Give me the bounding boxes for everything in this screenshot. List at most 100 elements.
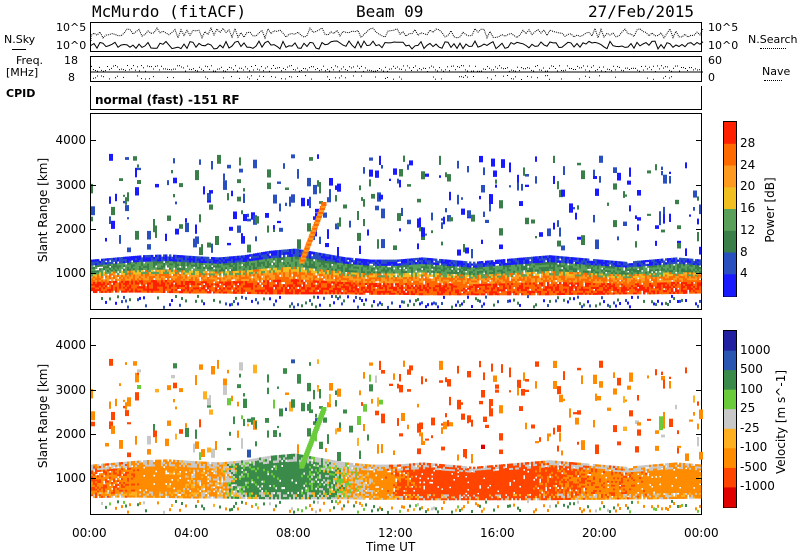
power-cell [321,257,324,261]
power-cell [165,269,168,272]
power-cell [523,288,526,292]
power-cell [347,267,350,271]
power-cell [451,271,454,274]
power-cell [225,258,228,262]
power-cell [419,290,422,294]
power-cell [127,286,130,289]
power-cell [151,269,154,272]
power-cell [131,288,134,291]
power-cell [225,279,228,282]
power-cell [543,286,546,289]
nave-dot [207,66,208,68]
power-cell [425,173,429,177]
power-cell [547,257,550,261]
power-cell [563,262,566,266]
power-cell [531,275,534,279]
power-cell [135,274,138,277]
power-cell [143,277,146,281]
power-cell [329,285,332,288]
power-cell [235,260,238,263]
power-cell [177,273,180,277]
power-cell [261,252,264,255]
power-cell [495,292,498,296]
power-cell [147,244,151,250]
power-cell [179,261,182,264]
power-cell [111,259,114,263]
power-cell [199,266,202,269]
power-cell [409,282,412,285]
power-cell [277,267,280,270]
power-cell [421,272,424,275]
power-cell [195,262,198,265]
power-cell [133,274,136,277]
power-cell [465,285,468,288]
power-cell [401,290,404,293]
power-cell [395,271,398,274]
power-cell [515,292,518,296]
power-cell [155,282,158,285]
power-cell [275,274,278,278]
power-cell [333,285,336,288]
power-cell [129,290,132,293]
power-cell [101,273,104,276]
power-cell [447,277,450,280]
power-cell [565,284,568,287]
power-cell [503,286,506,290]
power-cell [483,268,486,271]
power-cell [399,273,402,276]
power-cell [529,269,532,272]
power-cell [467,268,470,272]
power-cell [363,292,366,295]
power-cell [427,303,429,307]
power-cell [383,267,386,270]
power-cell [247,258,250,262]
power-cell [319,262,322,265]
power-cell [355,260,358,263]
power-cell [449,259,452,263]
power-cell [429,278,432,281]
power-cell [565,277,568,281]
nave-dot [137,75,138,77]
power-cell [141,275,144,279]
power-cell [239,280,242,284]
power-cell [477,289,480,292]
nave-dot [305,75,306,77]
power-cell [303,269,306,273]
power-cell [529,263,532,266]
power-cell [145,263,148,266]
power-cell [311,302,313,306]
power-cell [567,269,570,272]
power-cell [345,281,348,285]
power-cell [249,265,252,268]
power-cell [115,257,118,260]
power-cell [521,292,524,296]
power-cell [93,259,96,262]
power-cell [145,288,148,291]
power-cell [477,283,480,286]
power-cell [325,276,328,279]
power-cell [433,274,436,277]
power-cell [549,299,551,303]
power-cell [509,280,512,284]
power-cell [111,288,114,291]
power-cell [567,271,570,274]
power-cell [409,160,413,166]
power-cell [503,281,506,284]
power-cell [537,290,540,294]
power-cell [133,258,136,261]
power-cell [281,262,284,265]
power-cell [201,287,204,290]
power-cell [97,285,100,288]
power-cell [545,277,548,280]
power-cell [309,274,312,278]
power-cell [449,291,452,294]
power-cell [383,263,386,266]
power-cell [473,263,476,266]
power-cell [369,265,372,268]
date-title: 27/Feb/2015 [588,2,694,21]
power-cell [323,291,326,295]
power-cell [125,197,127,205]
power-cell [525,184,529,187]
nave-dot [111,67,112,69]
power-cell [581,276,584,279]
